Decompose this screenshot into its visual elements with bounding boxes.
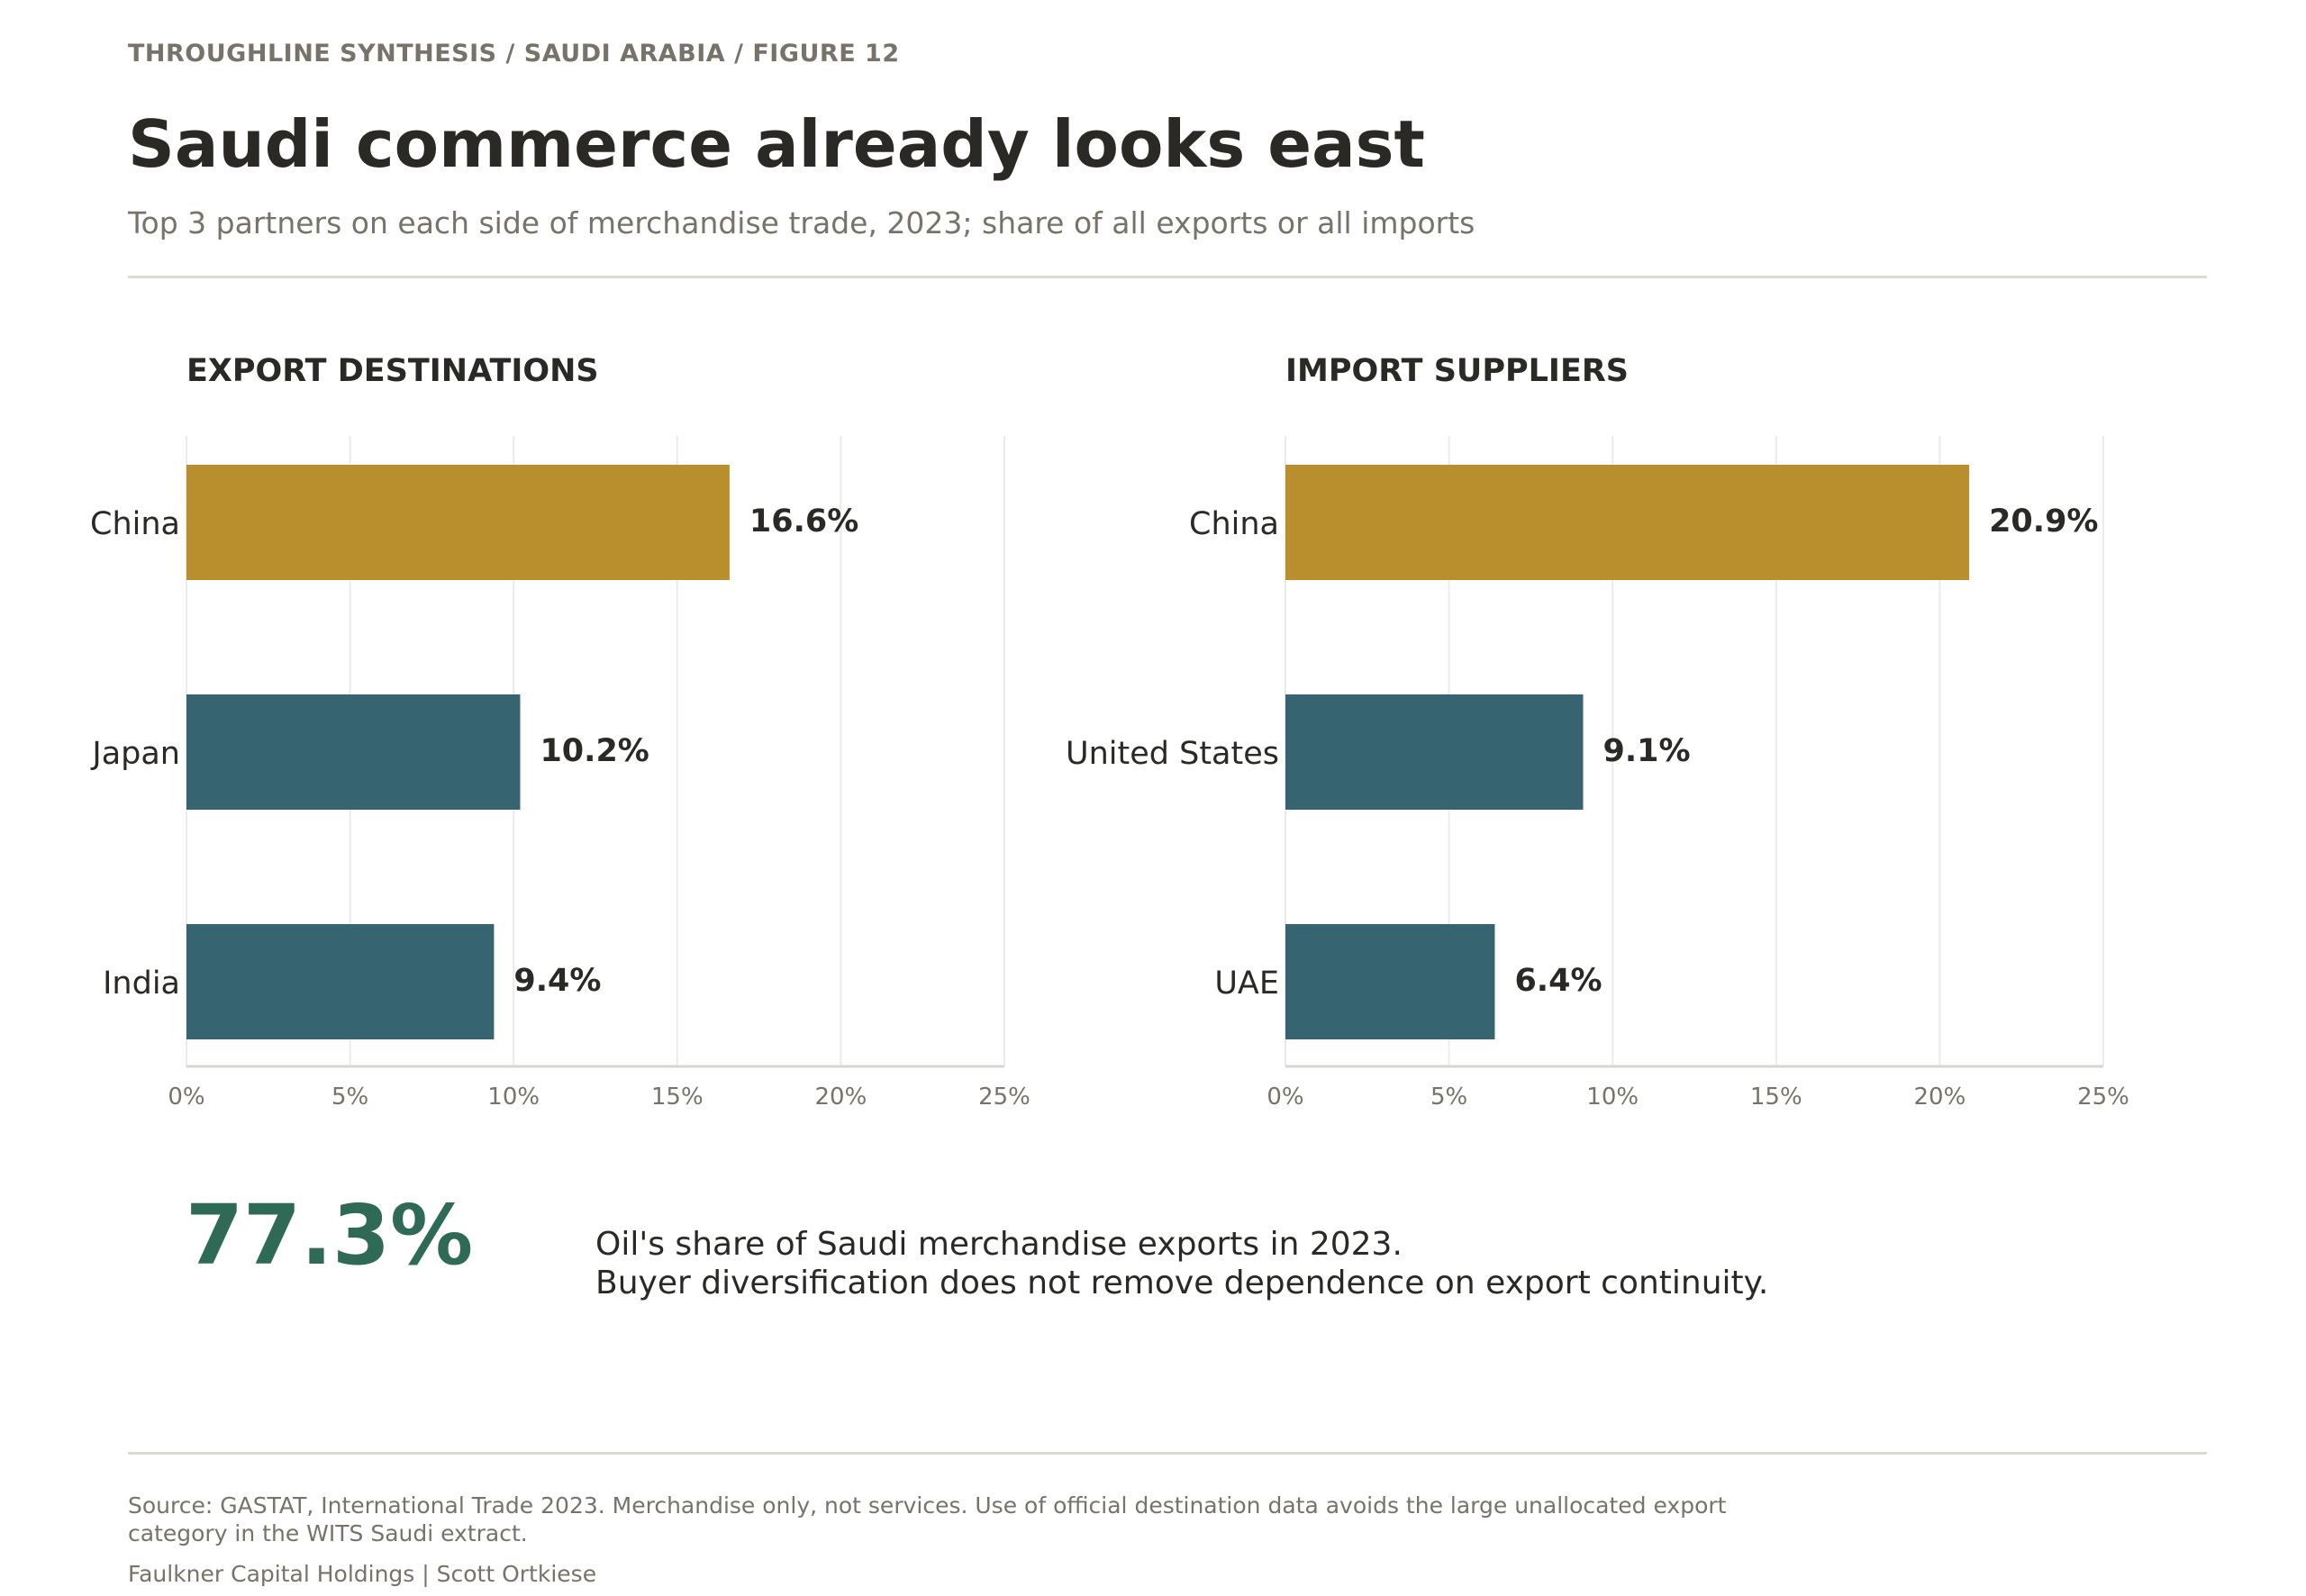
- x-tick-label: 20%: [1914, 1084, 1966, 1111]
- category-label: United States: [1066, 736, 1279, 772]
- chart-title: IMPORT SUPPLIERS: [1285, 353, 1629, 389]
- source-note: Source: GASTAT, International Trade 2023…: [128, 1492, 1727, 1546]
- x-tick-label: 10%: [487, 1084, 540, 1111]
- footer-divider: [128, 1452, 2207, 1455]
- bar-uae: [1285, 924, 1495, 1039]
- category-label: India: [103, 966, 180, 1002]
- oil-share-description: Oil's share of Saudi merchandise exports…: [595, 1225, 1768, 1302]
- x-tick-label: 15%: [1750, 1084, 1802, 1111]
- x-tick-label: 0%: [168, 1084, 204, 1111]
- bar-japan: [186, 694, 521, 810]
- value-label: 6.4%: [1514, 963, 1602, 999]
- value-label: 9.1%: [1603, 733, 1691, 769]
- page-title: Saudi commerce already looks east: [128, 106, 1425, 182]
- page-subtitle: Top 3 partners on each side of merchandi…: [128, 205, 1475, 240]
- credit-line: Faulkner Capital Holdings | Scott Ortkie…: [128, 1561, 597, 1587]
- oil-share-stat: 77.3%: [186, 1187, 474, 1283]
- x-tick-label: 25%: [978, 1084, 1030, 1111]
- bar-united-states: [1285, 694, 1584, 810]
- value-label: 9.4%: [513, 963, 601, 999]
- category-label: China: [1189, 506, 1279, 542]
- value-label: 10.2%: [540, 733, 649, 769]
- x-tick-label: 5%: [1430, 1084, 1467, 1111]
- x-tick-label: 10%: [1586, 1084, 1639, 1111]
- bar-china: [186, 465, 730, 580]
- bar-china: [1285, 465, 1970, 580]
- x-tick-label: 0%: [1266, 1084, 1303, 1111]
- value-label: 20.9%: [1989, 503, 2098, 540]
- x-tick-label: 20%: [815, 1084, 867, 1111]
- x-tick-label: 25%: [2077, 1084, 2129, 1111]
- bar-charts: EXPORT DESTINATIONS 0% 5% 10% 15% 20% 25% China…: [90, 353, 2129, 1111]
- value-label: 16.6%: [749, 503, 858, 540]
- x-tick-label: 15%: [651, 1084, 704, 1111]
- bar-india: [186, 924, 495, 1039]
- figure-kicker: THROUGHLINE SYNTHESIS / SAUDI ARABIA / F…: [128, 40, 900, 68]
- x-tick-label: 5%: [331, 1084, 368, 1111]
- stat-line-1: Oil's share of Saudi merchandise exports…: [595, 1226, 1403, 1263]
- category-label: UAE: [1214, 966, 1279, 1002]
- chart-title: EXPORT DESTINATIONS: [186, 353, 599, 389]
- category-label: Japan: [90, 736, 180, 772]
- category-label: China: [90, 506, 180, 542]
- stat-line-2: Buyer diversification does not remove de…: [595, 1265, 1769, 1301]
- header-divider: [128, 276, 2207, 278]
